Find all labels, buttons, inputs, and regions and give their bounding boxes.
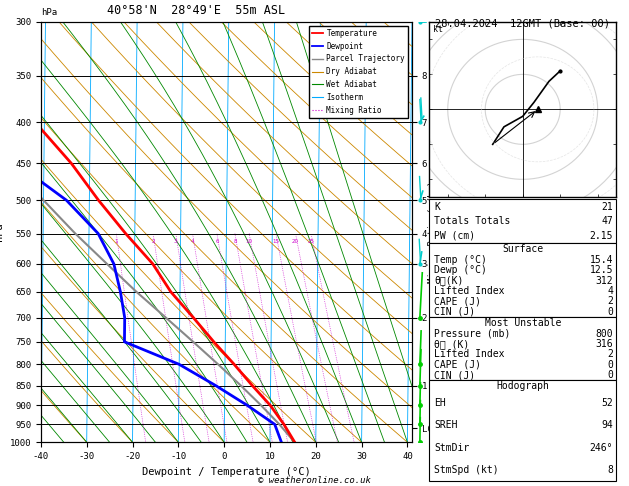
Text: 6: 6 — [215, 239, 219, 244]
Text: 10: 10 — [246, 239, 253, 244]
Text: Temp (°C): Temp (°C) — [434, 255, 487, 265]
Text: 8: 8 — [233, 239, 237, 244]
Text: 21: 21 — [601, 202, 613, 211]
Text: CAPE (J): CAPE (J) — [434, 296, 481, 306]
Text: hPa: hPa — [41, 8, 57, 17]
Text: StmDir: StmDir — [434, 443, 469, 453]
Text: θᴇ (K): θᴇ (K) — [434, 339, 469, 349]
Text: Lifted Index: Lifted Index — [434, 349, 504, 360]
Y-axis label: km
ASL: km ASL — [457, 223, 474, 242]
Text: 52: 52 — [601, 398, 613, 408]
Text: 15: 15 — [272, 239, 279, 244]
Text: 312: 312 — [596, 276, 613, 286]
Text: 2.15: 2.15 — [590, 231, 613, 241]
Y-axis label: hPa: hPa — [0, 223, 4, 242]
Legend: Temperature, Dewpoint, Parcel Trajectory, Dry Adiabat, Wet Adiabat, Isotherm, Mi: Temperature, Dewpoint, Parcel Trajectory… — [309, 26, 408, 118]
Text: 800: 800 — [596, 329, 613, 339]
Text: 25: 25 — [308, 239, 314, 244]
Text: 0: 0 — [608, 370, 613, 380]
Text: PW (cm): PW (cm) — [434, 231, 475, 241]
Text: © weatheronline.co.uk: © weatheronline.co.uk — [258, 476, 371, 485]
Text: 2: 2 — [152, 239, 155, 244]
Text: 316: 316 — [596, 339, 613, 349]
Text: Dewp (°C): Dewp (°C) — [434, 265, 487, 275]
Text: Surface: Surface — [502, 244, 543, 254]
Text: Pressure (mb): Pressure (mb) — [434, 329, 510, 339]
Text: 4: 4 — [608, 286, 613, 296]
Text: 15.4: 15.4 — [590, 255, 613, 265]
Text: K: K — [434, 202, 440, 211]
Text: EH: EH — [434, 398, 446, 408]
Text: 0: 0 — [608, 307, 613, 317]
Text: 94: 94 — [601, 420, 613, 431]
Text: 0: 0 — [608, 360, 613, 370]
Text: 47: 47 — [601, 216, 613, 226]
X-axis label: Dewpoint / Temperature (°C): Dewpoint / Temperature (°C) — [142, 467, 311, 477]
Text: 2: 2 — [608, 349, 613, 360]
Text: Hodograph: Hodograph — [496, 381, 549, 391]
Text: 20: 20 — [292, 239, 299, 244]
Text: CIN (J): CIN (J) — [434, 307, 475, 317]
Text: 28.04.2024  12GMT (Base: 00): 28.04.2024 12GMT (Base: 00) — [435, 18, 610, 29]
Text: 4: 4 — [191, 239, 194, 244]
Text: 40°58'N  28°49'E  55m ASL: 40°58'N 28°49'E 55m ASL — [107, 4, 285, 17]
Text: kt: kt — [433, 25, 443, 35]
Text: 1: 1 — [114, 239, 118, 244]
Text: SREH: SREH — [434, 420, 457, 431]
Text: 3: 3 — [174, 239, 177, 244]
Text: θᴇ(K): θᴇ(K) — [434, 276, 464, 286]
Text: CIN (J): CIN (J) — [434, 370, 475, 380]
Text: 12.5: 12.5 — [590, 265, 613, 275]
Text: StmSpd (kt): StmSpd (kt) — [434, 465, 499, 475]
Text: Mixing Ratio (g/kg): Mixing Ratio (g/kg) — [428, 181, 437, 283]
Text: Lifted Index: Lifted Index — [434, 286, 504, 296]
Text: 8: 8 — [608, 465, 613, 475]
Text: Most Unstable: Most Unstable — [484, 318, 561, 328]
Text: 2: 2 — [608, 296, 613, 306]
Text: 246°: 246° — [590, 443, 613, 453]
Text: Totals Totals: Totals Totals — [434, 216, 510, 226]
Text: CAPE (J): CAPE (J) — [434, 360, 481, 370]
